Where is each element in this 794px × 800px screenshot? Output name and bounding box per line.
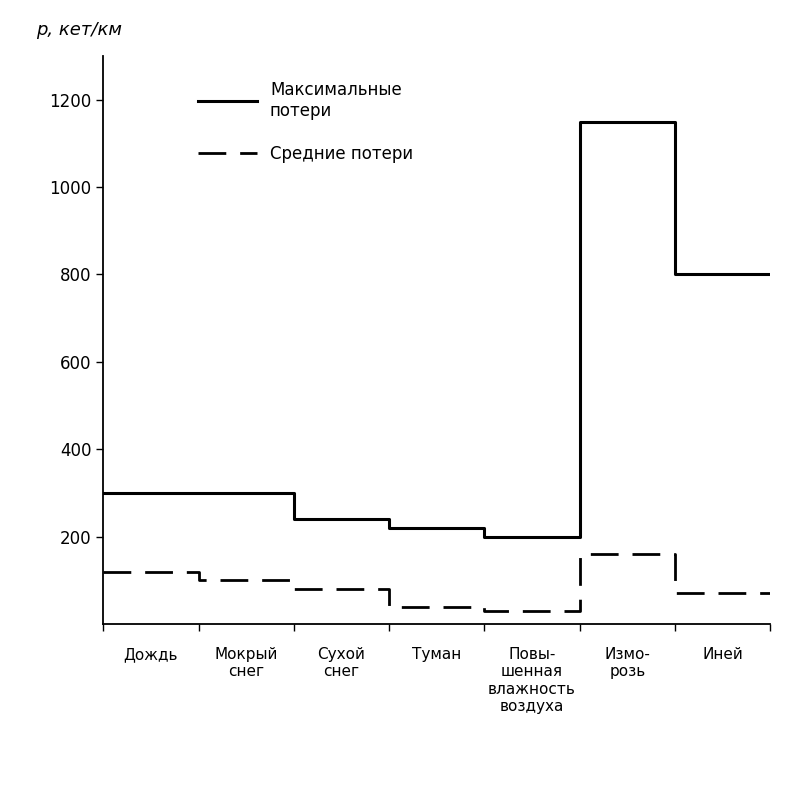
- Legend: Максимальные
потери, Средние потери: Максимальные потери, Средние потери: [198, 82, 413, 163]
- Text: Мокрый
снег: Мокрый снег: [214, 646, 278, 679]
- Text: Дождь: Дождь: [124, 646, 178, 662]
- Text: Туман: Туман: [412, 646, 461, 662]
- Text: Измо-
розь: Измо- розь: [604, 646, 650, 679]
- Text: Сухой
снег: Сухой снег: [318, 646, 365, 679]
- Text: р, кет/км: р, кет/км: [37, 21, 122, 39]
- Text: Повы-
шенная
влажность
воздуха: Повы- шенная влажность воздуха: [488, 646, 576, 714]
- Text: Иней: Иней: [702, 646, 743, 662]
